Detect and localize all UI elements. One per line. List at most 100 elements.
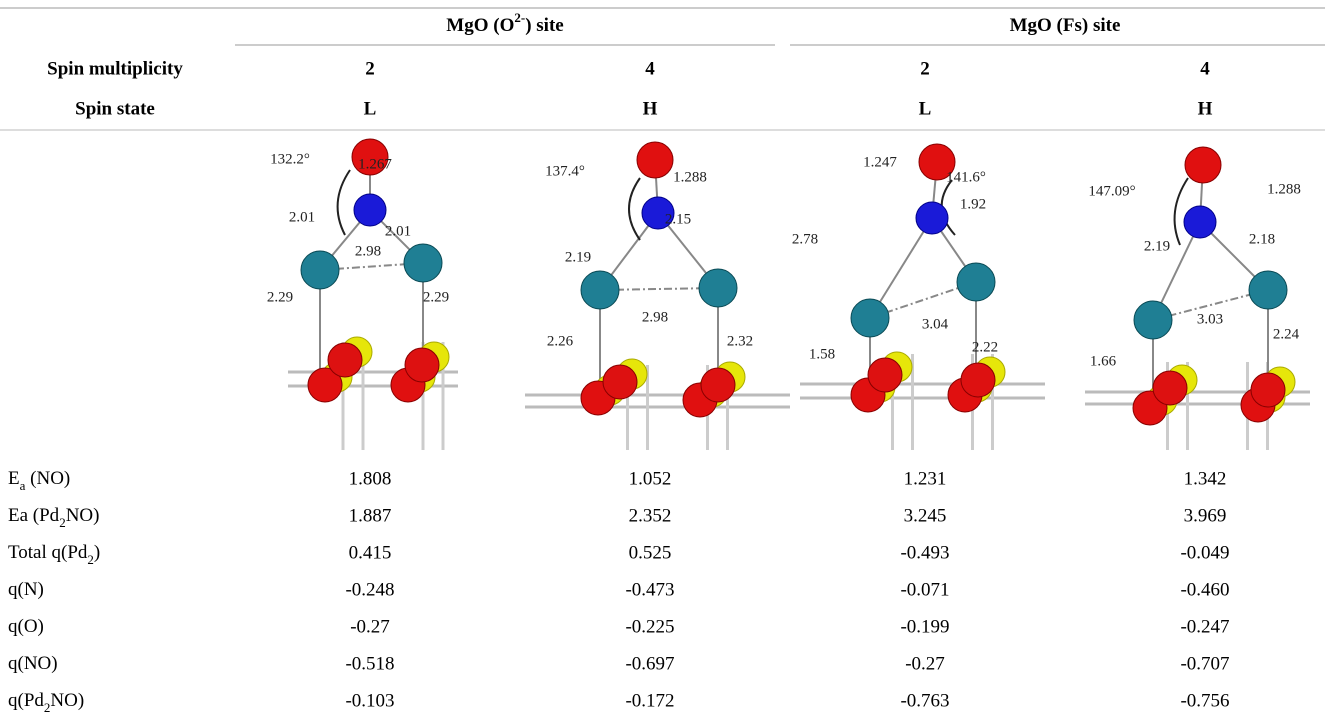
text-part: ) — [94, 542, 100, 563]
bond-length: 2.98 — [355, 243, 381, 259]
row-label: Total q(Pd2) — [8, 542, 100, 567]
angle-arrow — [338, 170, 350, 235]
bond-length: 2.29 — [267, 289, 293, 305]
cell: -0.763 — [900, 690, 949, 711]
header-cell: 4 — [645, 58, 655, 79]
bond-length: 2.29 — [423, 289, 449, 305]
page: MgO (O2-) site MgO (Fs) site Spin multipli… — [0, 0, 1325, 721]
angle-label: 147.09° — [1088, 183, 1135, 199]
cell: 3.969 — [1184, 505, 1227, 526]
cell: 0.415 — [349, 542, 392, 563]
substrate-atom — [701, 368, 735, 402]
angle-label: 132.2° — [270, 151, 310, 167]
cell: -0.707 — [1180, 653, 1229, 674]
cell: -0.756 — [1180, 690, 1229, 711]
cell: -0.27 — [905, 653, 945, 674]
cell: 1.342 — [1184, 468, 1227, 489]
bond-length: 2.32 — [727, 333, 753, 349]
row-label: q(O) — [8, 616, 44, 637]
nitrogen-atom — [916, 202, 948, 234]
cell: -0.071 — [900, 579, 949, 600]
row-header: Spin multiplicity — [47, 58, 183, 79]
cell: -0.248 — [345, 579, 394, 600]
text-part: Total q(Pd — [8, 542, 88, 563]
angle-arrow — [1175, 178, 1188, 245]
bond-length: 2.01 — [289, 209, 315, 225]
row-label: q(N) — [8, 579, 44, 600]
palladium-atom — [1249, 271, 1287, 309]
palladium-atom — [581, 271, 619, 309]
text-part: 2- — [514, 10, 525, 25]
bond-length: 2.26 — [547, 333, 574, 349]
text-part: q(N) — [8, 579, 44, 600]
group-header: MgO (Fs) site — [1010, 15, 1121, 36]
header-cell: L — [919, 98, 932, 119]
header-cell: H — [1198, 98, 1213, 119]
bond-length: 2.01 — [385, 223, 411, 239]
palladium-atom — [404, 244, 442, 282]
table: MgO (O2-) site MgO (Fs) site Spin multipli… — [0, 0, 1325, 721]
text-part: q(NO) — [8, 653, 58, 674]
text-part: q(O) — [8, 616, 44, 637]
substrate-atom — [405, 348, 439, 382]
bond-length: 2.98 — [642, 309, 668, 325]
cell: 1.808 — [349, 468, 392, 489]
cell: -0.225 — [625, 616, 674, 637]
text-part: MgO (Fs) site — [1010, 15, 1121, 36]
cell: 1.887 — [349, 505, 392, 526]
bond-length: 2.19 — [1144, 238, 1170, 254]
text-part: NO) — [66, 505, 100, 526]
angle-arrow — [629, 178, 640, 240]
cell: 1.231 — [904, 468, 947, 489]
cell: 0.525 — [629, 542, 672, 563]
row-label: q(Pd2NO) — [8, 690, 84, 715]
text-part: NO) — [50, 690, 84, 711]
cell: 3.245 — [904, 505, 947, 526]
bond-length: 3.04 — [922, 316, 949, 332]
bond-length: 2.15 — [665, 211, 691, 227]
bond-length: 2.78 — [792, 231, 818, 247]
nitrogen-atom — [1184, 206, 1216, 238]
bond-length: 1.267 — [358, 156, 392, 172]
bond-length: 1.247 — [863, 154, 897, 170]
palladium-atom — [1134, 301, 1172, 339]
bond-length: 1.66 — [1090, 353, 1117, 369]
nitrogen-atom — [354, 194, 386, 226]
bond-length: 2.18 — [1249, 231, 1275, 247]
row-label: Ea (Pd2NO) — [8, 505, 99, 530]
row-header: Spin state — [75, 98, 155, 119]
bond-length: 1.288 — [1267, 181, 1301, 197]
substrate-atom — [328, 343, 362, 377]
row-label: q(NO) — [8, 653, 58, 674]
text-part: MgO (O — [446, 15, 514, 36]
bond-length: 3.03 — [1197, 311, 1223, 327]
cell: -0.460 — [1180, 579, 1229, 600]
cell: -0.199 — [900, 616, 949, 637]
cell: -0.103 — [345, 690, 394, 711]
bond-length: 2.19 — [565, 249, 591, 265]
header-cell: L — [364, 98, 377, 119]
bond-length: 1.288 — [673, 169, 707, 185]
palladium-atom — [957, 263, 995, 301]
text-part: ) site — [525, 15, 564, 36]
cell: 1.052 — [629, 468, 672, 489]
text-part: q(Pd — [8, 690, 44, 711]
cell: -0.172 — [625, 690, 674, 711]
text-part: Ea (Pd — [8, 505, 60, 526]
header-cell: 2 — [365, 58, 375, 79]
cell: -0.473 — [625, 579, 674, 600]
bond-length: 2.22 — [972, 339, 998, 355]
header-cell: 2 — [920, 58, 930, 79]
oxygen-atom — [1185, 147, 1221, 183]
cell: -0.049 — [1180, 542, 1229, 563]
angle-label: 141.6° — [946, 169, 986, 185]
palladium-atom — [699, 269, 737, 307]
substrate-atom — [603, 365, 637, 399]
bond-length: 1.92 — [960, 196, 986, 212]
oxygen-atom — [637, 142, 673, 178]
cell: -0.697 — [625, 653, 674, 674]
cell: -0.518 — [345, 653, 394, 674]
substrate-atom — [1251, 373, 1285, 407]
cell: -0.493 — [900, 542, 949, 563]
row-label: Ea (NO) — [8, 468, 70, 493]
